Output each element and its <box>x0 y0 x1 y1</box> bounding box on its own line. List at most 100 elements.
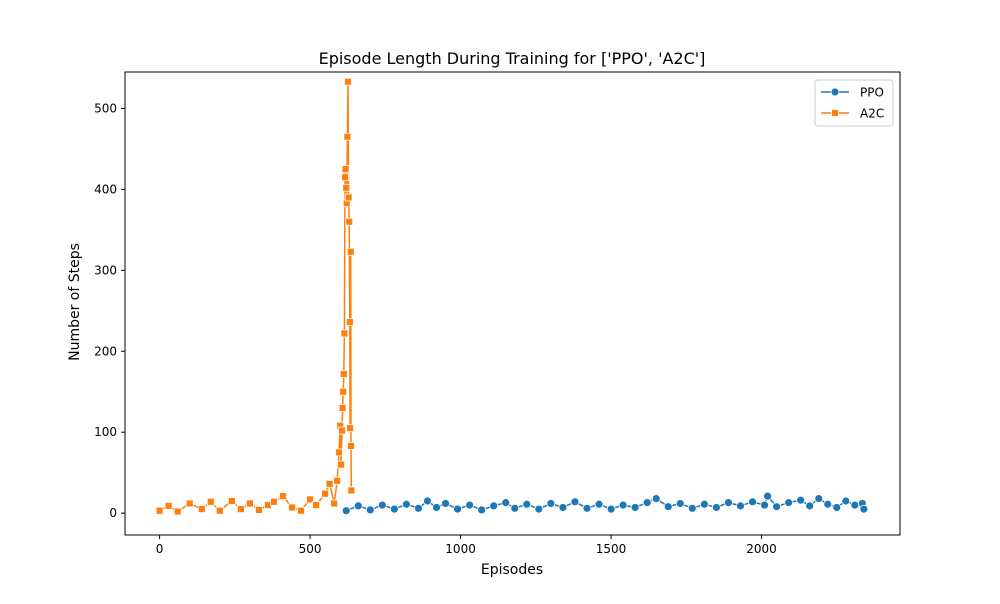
data-point-ppo <box>522 499 532 509</box>
data-point-a2c <box>279 492 287 501</box>
data-point-a2c <box>344 77 352 86</box>
x-tick-label: 500 <box>299 542 322 556</box>
data-point-ppo <box>784 498 794 508</box>
data-point-a2c <box>185 499 194 508</box>
data-point-ppo <box>832 503 842 512</box>
data-point-a2c <box>306 495 314 504</box>
data-point-ppo <box>736 501 745 511</box>
legend-marker-a2c <box>831 109 839 117</box>
data-point-ppo <box>365 505 375 515</box>
data-point-ppo <box>465 500 475 510</box>
data-point-ppo <box>341 506 351 516</box>
data-point-ppo <box>630 503 640 512</box>
x-tick-label: 1000 <box>445 542 476 556</box>
data-point-a2c <box>345 318 354 327</box>
data-point-ppo <box>763 491 772 501</box>
data-point-a2c <box>246 499 254 508</box>
data-point-a2c <box>321 489 330 498</box>
data-point-ppo <box>414 503 423 513</box>
data-point-ppo <box>546 499 556 508</box>
data-point-ppo <box>423 496 432 506</box>
series-line-a2c <box>159 80 353 513</box>
data-point-ppo <box>651 494 661 503</box>
data-point-a2c <box>330 499 339 508</box>
data-point-ppo <box>859 504 869 514</box>
x-tick-label: 2000 <box>746 542 777 556</box>
data-point-ppo <box>441 499 450 508</box>
y-axis-label: Number of Steps <box>67 243 83 361</box>
data-point-ppo <box>489 501 499 511</box>
y-tick-label: 400 <box>94 182 117 196</box>
data-point-a2c <box>341 173 349 182</box>
x-tick-label: 0 <box>156 542 164 556</box>
data-point-ppo <box>570 497 580 507</box>
data-point-a2c <box>164 501 173 510</box>
data-point-a2c <box>215 506 224 515</box>
data-point-ppo <box>453 504 462 514</box>
data-point-a2c <box>255 506 263 514</box>
data-point-ppo <box>432 503 441 512</box>
data-point-ppo <box>760 500 769 510</box>
data-point-a2c <box>343 132 352 141</box>
x-axis-label: Episodes <box>481 562 543 578</box>
data-point-ppo <box>402 499 411 509</box>
data-point-ppo <box>618 500 628 510</box>
series-ppo <box>341 491 869 516</box>
data-point-a2c <box>339 387 348 396</box>
data-point-a2c <box>347 442 355 450</box>
data-point-a2c <box>155 506 164 515</box>
data-point-ppo <box>377 500 387 510</box>
data-point-ppo <box>389 504 399 514</box>
data-point-ppo <box>663 502 673 512</box>
data-point-a2c <box>333 476 342 485</box>
series-a2c <box>155 77 356 516</box>
data-point-a2c <box>206 497 215 506</box>
data-point-ppo <box>814 494 824 503</box>
data-point-ppo <box>353 501 363 511</box>
plot-area <box>155 77 869 516</box>
data-point-ppo <box>477 505 487 515</box>
data-point-ppo <box>501 498 511 508</box>
legend-label-ppo: PPO <box>860 86 884 100</box>
data-point-a2c <box>335 448 343 457</box>
y-tick-label: 500 <box>94 101 117 115</box>
data-point-ppo <box>558 503 568 512</box>
x-tick-label: 1500 <box>596 542 627 556</box>
data-point-a2c <box>338 426 346 435</box>
data-point-a2c <box>341 165 350 174</box>
data-point-ppo <box>796 495 806 505</box>
data-point-ppo <box>534 504 544 514</box>
data-point-ppo <box>823 499 833 509</box>
data-point-ppo <box>594 499 604 509</box>
data-point-a2c <box>227 497 236 505</box>
y-tick-label: 0 <box>109 506 117 520</box>
data-point-a2c <box>325 480 334 488</box>
data-point-a2c <box>288 503 296 512</box>
data-point-a2c <box>338 404 347 412</box>
plot-frame <box>124 71 901 536</box>
data-point-a2c <box>346 424 355 433</box>
data-point-ppo <box>582 503 592 513</box>
legend-marker-ppo <box>830 87 840 97</box>
data-point-ppo <box>724 498 733 508</box>
data-point-a2c <box>236 505 245 513</box>
data-point-a2c <box>340 329 349 338</box>
data-point-ppo <box>642 498 652 508</box>
y-tick-label: 200 <box>94 344 117 358</box>
data-point-a2c <box>342 183 351 192</box>
data-point-ppo <box>675 499 685 508</box>
data-point-a2c <box>347 486 356 495</box>
data-point-a2c <box>197 505 206 513</box>
data-point-ppo <box>510 503 520 513</box>
data-point-a2c <box>270 497 278 506</box>
data-point-a2c <box>297 506 305 515</box>
data-point-ppo <box>805 501 815 511</box>
data-point-a2c <box>339 370 348 378</box>
data-point-a2c <box>337 460 345 469</box>
data-point-ppo <box>712 503 721 512</box>
chart-title: Episode Length During Training for ['PPO… <box>319 49 706 68</box>
data-point-ppo <box>699 499 709 509</box>
data-point-ppo <box>606 504 616 514</box>
